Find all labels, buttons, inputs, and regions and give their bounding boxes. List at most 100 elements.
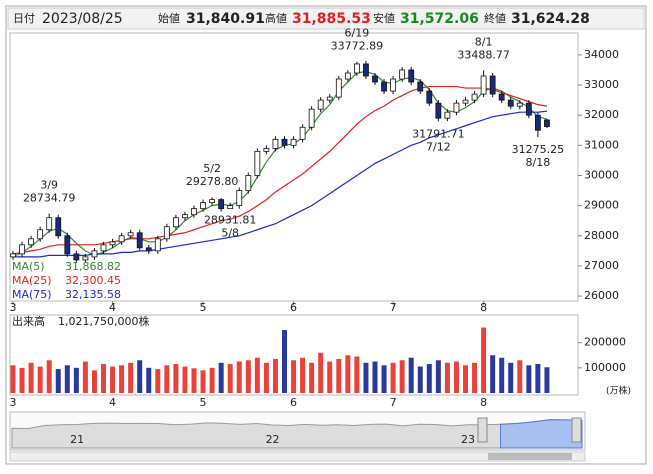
- x-tick-label: 6: [290, 396, 297, 409]
- volume-bar: [236, 361, 242, 393]
- volume-bar: [173, 364, 179, 393]
- navigator-label: 21: [70, 433, 84, 446]
- frame: [5, 5, 647, 465]
- scrollbar[interactable]: [9, 451, 586, 462]
- volume-bar: [19, 367, 25, 393]
- candle-body: [272, 138, 279, 149]
- volume-bar: [191, 368, 197, 393]
- candle-body: [462, 99, 469, 104]
- annotation-date: 8/18: [526, 156, 551, 169]
- candle-body: [109, 241, 116, 246]
- volume-total: 1,021,750,000株: [58, 314, 149, 328]
- volume-bar: [64, 365, 70, 393]
- date-label: 日付: [13, 12, 35, 25]
- volume-bar: [28, 362, 34, 393]
- annotation-value: 29278.80: [186, 175, 239, 188]
- volume-bar: [463, 365, 468, 393]
- y-tick-label: 29000: [584, 199, 619, 212]
- volume-bar: [544, 367, 550, 393]
- candle-body: [191, 208, 197, 216]
- header-bar: [7, 7, 645, 30]
- volume-bar: [399, 360, 405, 393]
- candle-body: [154, 238, 161, 252]
- candle-body: [317, 99, 324, 110]
- volume-bar: [300, 357, 306, 393]
- volume-bar: [417, 366, 423, 393]
- annotation-value: 28734.79: [23, 192, 76, 205]
- annotation-date: 3/9: [40, 179, 58, 192]
- volume-bar: [327, 361, 333, 393]
- y-tick-label: 34000: [584, 48, 619, 61]
- volume-bar: [218, 362, 224, 393]
- close: 31,624.28: [511, 11, 590, 27]
- candle-body: [299, 126, 306, 140]
- volume-bar: [435, 360, 441, 393]
- candle-body: [245, 175, 252, 191]
- annotation-date: 6/19: [345, 27, 370, 40]
- candle-body: [200, 202, 206, 210]
- legend-value: 32,135.58: [65, 288, 121, 301]
- x-tick-label: 8: [480, 396, 487, 409]
- x-tick-label: 5: [200, 396, 207, 409]
- candle-body: [471, 93, 478, 101]
- candle-body: [381, 81, 387, 92]
- nav-handle-left[interactable]: [477, 417, 488, 443]
- high-label: 高値: [265, 11, 287, 25]
- volume-bar: [227, 364, 233, 393]
- volume-label: 出来高: [12, 314, 45, 328]
- y-tick-label: 26000: [584, 289, 619, 302]
- volume-bar: [73, 367, 79, 393]
- volume-bar: [318, 352, 324, 393]
- close-label: 終値: [484, 11, 506, 25]
- candle-body: [227, 205, 234, 210]
- x-tick-label: 3: [10, 396, 17, 409]
- candle-body: [28, 238, 35, 246]
- volume-bar: [119, 365, 125, 393]
- volume-bar: [55, 369, 61, 393]
- volume-bar: [200, 370, 206, 393]
- legend-value: 32,300.45: [65, 274, 121, 287]
- volume-bar: [517, 360, 523, 393]
- volume-bar: [363, 362, 369, 393]
- annotation-date: 5/2: [203, 162, 221, 175]
- ma-line: [12, 85, 548, 255]
- candle-body: [435, 102, 442, 119]
- volume-bar: [508, 362, 514, 393]
- candle-body: [136, 232, 143, 249]
- volume-bar: [146, 367, 152, 393]
- navigator-label: 23: [461, 433, 475, 446]
- y-tick-label: 32000: [584, 108, 619, 121]
- volume-bar: [336, 359, 342, 393]
- open-label: 始値: [158, 11, 180, 25]
- volume-bar: [345, 355, 351, 393]
- volume-bar: [372, 361, 378, 393]
- candle-body: [335, 78, 342, 98]
- low-label: 安値: [373, 11, 395, 25]
- volume-bar: [91, 370, 97, 393]
- candle-body: [444, 111, 451, 119]
- volume-unit: (万株): [606, 385, 631, 397]
- volume-panel: [9, 314, 579, 396]
- volume-bar: [46, 360, 52, 393]
- volume-bar: [381, 365, 387, 393]
- y-tick-label: 30000: [584, 168, 619, 181]
- x-tick-label: 4: [109, 396, 116, 409]
- volume-bar: [535, 364, 541, 393]
- candle-body: [118, 235, 125, 243]
- nav-handle-right[interactable]: [571, 417, 582, 443]
- candle-body: [544, 119, 550, 127]
- candle-body: [535, 114, 541, 131]
- volume-bar: [282, 330, 287, 393]
- candle-body: [73, 253, 80, 261]
- y-tick-label: 31000: [584, 138, 619, 151]
- x-tick-label: 4: [109, 301, 116, 314]
- candle-body: [127, 232, 134, 237]
- candle-body: [82, 256, 89, 261]
- annotation-date: 7/12: [426, 140, 451, 153]
- volume-bar: [137, 360, 143, 393]
- volume-bar: [209, 367, 215, 393]
- x-tick-label: 7: [390, 301, 397, 314]
- scrollbar-thumb[interactable]: [488, 453, 572, 460]
- volume-bar: [472, 362, 478, 393]
